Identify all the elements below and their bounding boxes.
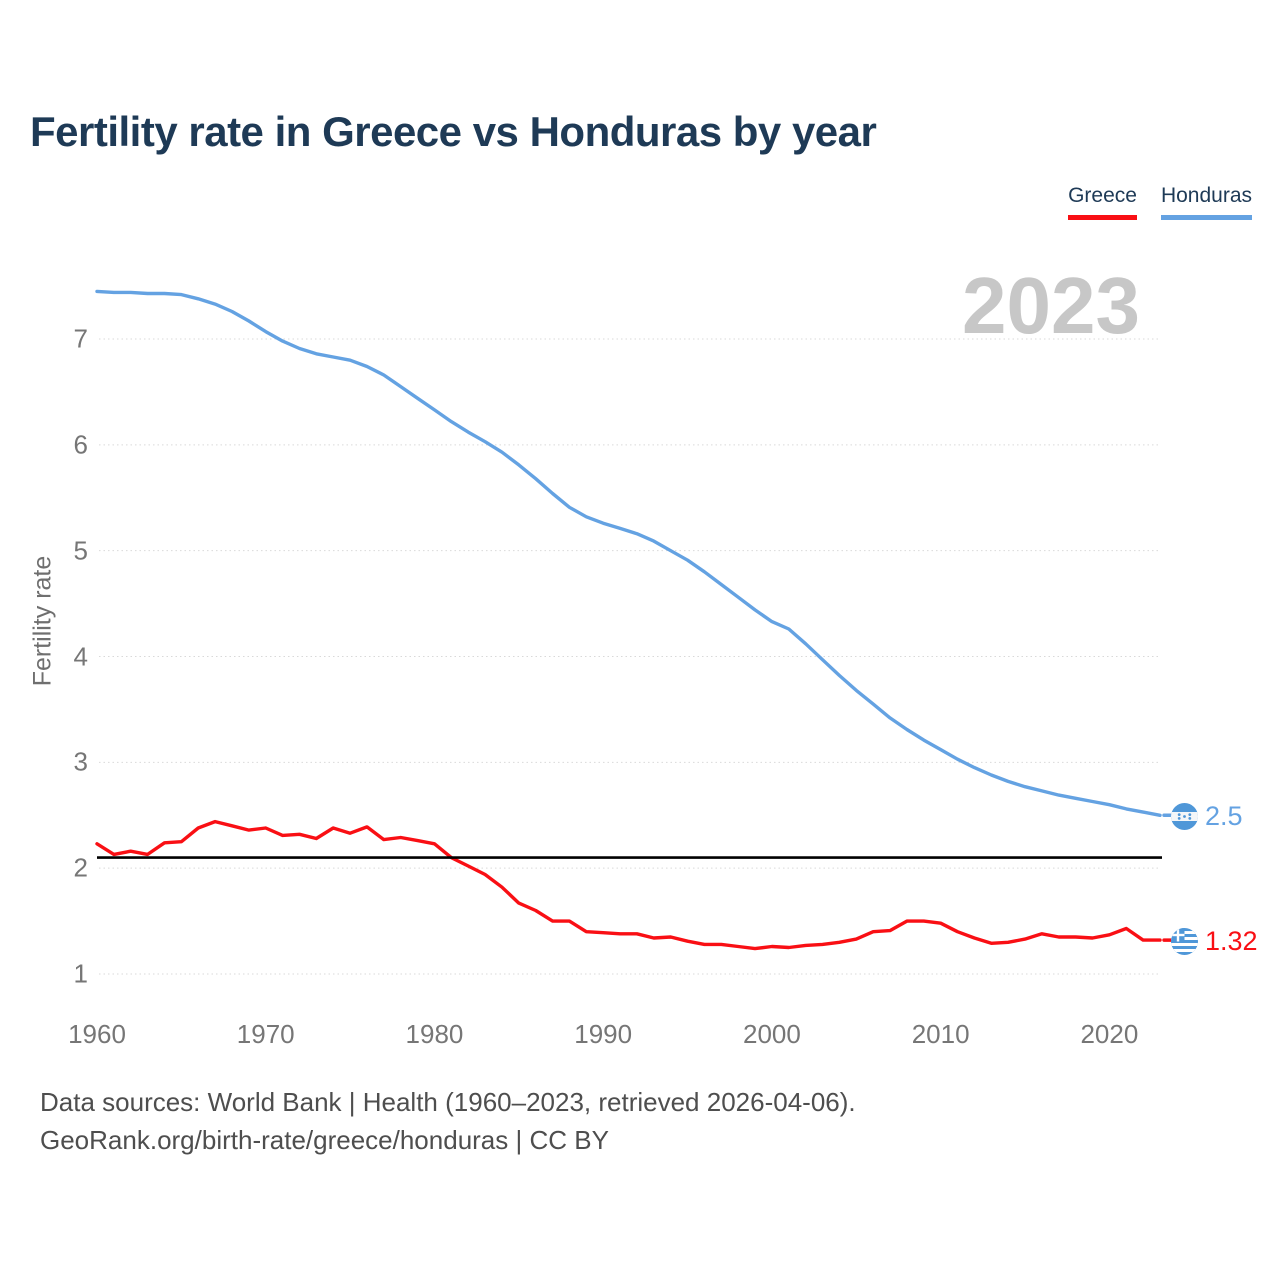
x-tick-label-1990: 1990 (574, 1019, 633, 1049)
x-tick-label-2010: 2010 (911, 1019, 970, 1049)
footer-attribution-line: GeoRank.org/birth-rate/greece/honduras |… (40, 1124, 609, 1155)
legend-item-honduras[interactable]: Honduras (1160, 184, 1252, 220)
legend: Greece Honduras (1068, 184, 1252, 220)
x-tick-label-2000: 2000 (742, 1019, 801, 1049)
honduras-flag-icon (1171, 803, 1198, 831)
legend-item-greece[interactable]: Greece (1068, 184, 1137, 220)
x-tick-label-1960: 1960 (68, 1019, 126, 1049)
legend-label-greece: Greece (1068, 184, 1137, 207)
x-tick-label-2020: 2020 (1080, 1019, 1139, 1049)
end-label-greece: 1.32 (1171, 926, 1258, 957)
y-tick-label-6: 6 (73, 429, 88, 460)
honduras-end-value: 2.5 (1205, 801, 1243, 832)
honduras-line (95, 289, 1162, 817)
legend-label-honduras: Honduras (1160, 184, 1252, 207)
footer: Data sources: World Bank | Health (1960–… (40, 1084, 856, 1159)
y-tick-label-1: 1 (73, 958, 88, 989)
footer-sources-line: Data sources: World Bank | Health (1960–… (40, 1087, 856, 1117)
y-tick-label-2: 2 (73, 852, 88, 883)
y-tick-label-3: 3 (73, 746, 88, 777)
greece-end-value: 1.32 (1205, 926, 1258, 957)
y-tick-label-7: 7 (73, 323, 88, 354)
y-tick-label-5: 5 (73, 535, 88, 566)
page-title: Fertility rate in Greece vs Honduras by … (30, 108, 877, 155)
end-label-honduras: 2.5 (1171, 801, 1243, 832)
x-tick-label-1980: 1980 (405, 1019, 464, 1049)
year-watermark: 2023 (962, 261, 1140, 350)
greece-flag-icon (1171, 928, 1198, 956)
x-tick-label-1970: 1970 (236, 1019, 295, 1049)
y-tick-label-4: 4 (73, 641, 88, 671)
greece-line (95, 819, 1162, 951)
